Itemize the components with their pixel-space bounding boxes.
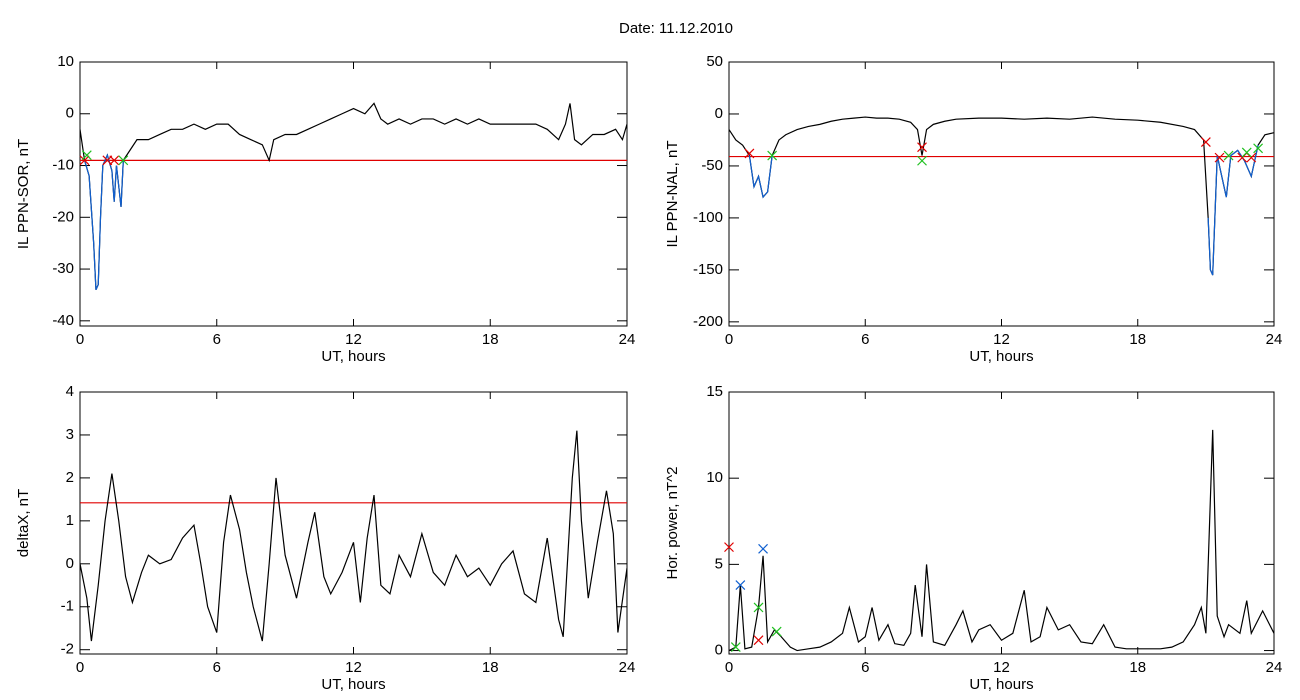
y-tick-label: -2 (61, 641, 74, 658)
x-marker (917, 155, 927, 166)
x-marker (1223, 150, 1234, 161)
x-marker (1214, 152, 1225, 163)
y-tick-label: 10 (57, 53, 74, 70)
x-marker (744, 148, 755, 159)
data-line (83, 153, 124, 291)
y-tick-label: 15 (706, 383, 723, 400)
panel: 0 6 12 18 24 -200 -150 -100 -50 0 50 UT, hours IL PP… (664, 53, 1282, 365)
x-tick-label: 6 (213, 331, 221, 348)
plot-area (729, 429, 1274, 652)
x-tick-label: 12 (993, 659, 1010, 676)
x-marker (753, 602, 764, 613)
x-marker (1253, 143, 1264, 154)
x-axis-label: UT, hours (969, 676, 1033, 693)
y-axis-label: deltaX, nT (15, 489, 32, 557)
y-tick-label: 0 (66, 555, 74, 572)
x-tick-label: 6 (861, 659, 869, 676)
x-marker (771, 626, 782, 637)
x-marker (767, 150, 778, 161)
x-tick-label: 12 (345, 331, 362, 348)
data-line (729, 116, 1274, 276)
x-marker (118, 155, 129, 166)
figure-title: Date: 11.12.2010 (619, 20, 733, 37)
data-line (748, 145, 1259, 276)
panel: 0 6 12 18 24 -40 -30 -20 -10 0 10 UT, hours IL PPN-S… (15, 53, 635, 365)
y-axis-label: IL PPN-NAL, nT (664, 141, 681, 248)
panel: 0 6 12 18 24 0 5 10 15 UT, hours Hor. power, nT^2 (664, 383, 1282, 693)
x-marker (1200, 137, 1211, 147)
x-tick-label: 24 (1266, 659, 1283, 676)
y-tick-label: 0 (715, 642, 723, 659)
x-marker (79, 155, 90, 166)
data-line (80, 102, 627, 291)
y-tick-label: 3 (66, 426, 74, 443)
x-tick-label: 18 (1129, 659, 1146, 676)
y-tick-label: -50 (701, 157, 723, 174)
plot-area (80, 102, 627, 291)
plot-frame (728, 61, 1275, 327)
x-tick-label: 24 (619, 331, 636, 348)
plot-area (729, 116, 1274, 276)
y-tick-label: 50 (706, 53, 723, 70)
x-axis-label: UT, hours (969, 348, 1033, 365)
x-marker (81, 150, 92, 161)
x-tick-label: 24 (1266, 331, 1283, 348)
x-tick-label: 18 (482, 659, 499, 676)
x-tick-label: 0 (76, 659, 84, 676)
x-marker (917, 142, 927, 153)
x-tick-label: 0 (725, 331, 733, 348)
x-marker (730, 642, 741, 653)
x-tick-label: 0 (76, 331, 84, 348)
x-marker (1241, 147, 1252, 158)
y-tick-label: -10 (52, 156, 74, 173)
x-tick-label: 24 (619, 659, 636, 676)
x-tick-label: 0 (725, 659, 733, 676)
y-tick-label: 5 (715, 555, 723, 572)
x-tick-label: 12 (993, 331, 1010, 348)
x-axis-label: UT, hours (321, 348, 385, 365)
y-tick-label: -20 (52, 208, 74, 225)
plot-frame (79, 391, 628, 655)
x-marker (753, 635, 764, 646)
plot-frame (728, 391, 1275, 655)
x-marker (735, 580, 746, 590)
plot-area (80, 430, 627, 642)
x-marker (758, 543, 768, 554)
y-axis-label: IL PPN-SOR, nT (15, 139, 32, 249)
y-tick-label: -150 (693, 261, 723, 278)
y-tick-label: 4 (66, 383, 74, 400)
x-tick-label: 18 (482, 331, 499, 348)
y-tick-label: -1 (61, 598, 74, 615)
y-tick-label: -30 (52, 260, 74, 277)
y-tick-label: -40 (52, 312, 74, 329)
y-tick-label: 1 (66, 512, 74, 529)
x-tick-label: 12 (345, 659, 362, 676)
x-marker (109, 155, 120, 166)
y-tick-label: -100 (693, 209, 723, 226)
y-tick-label: 0 (66, 105, 74, 122)
y-tick-label: -200 (693, 313, 723, 330)
x-tick-label: 6 (861, 331, 869, 348)
x-tick-label: 18 (1129, 331, 1146, 348)
plot-frame (79, 61, 628, 327)
y-tick-label: 0 (715, 105, 723, 122)
data-line (729, 429, 1274, 652)
x-marker (724, 542, 734, 553)
y-tick-label: 10 (706, 469, 723, 486)
y-tick-label: 2 (66, 469, 74, 486)
data-line (80, 430, 627, 642)
y-axis-label: Hor. power, nT^2 (664, 467, 681, 580)
x-tick-label: 6 (213, 659, 221, 676)
x-axis-label: UT, hours (321, 676, 385, 693)
